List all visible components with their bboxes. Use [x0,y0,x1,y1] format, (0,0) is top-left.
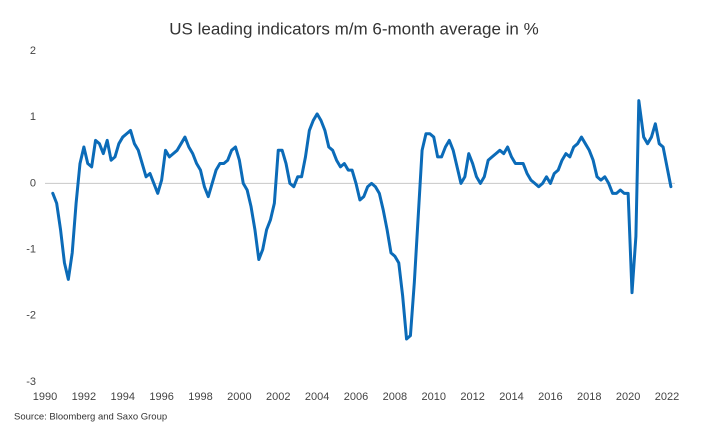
x-tick-label: 1994 [111,391,135,403]
y-tick-label: -1 [26,244,36,256]
y-tick-label: 2 [30,45,36,57]
x-tick-label: 2012 [460,391,484,403]
x-tick-label: 1990 [33,391,57,403]
x-tick-label: 2022 [655,391,679,403]
x-tick-label: 2006 [344,391,368,403]
x-tick-label: 1998 [188,391,212,403]
source: Source: Bloomberg and Saxo Group [14,412,167,423]
y-tick-label: -2 [26,310,36,322]
x-tick-label: 2002 [266,391,290,403]
x-tick-label: 2018 [577,391,601,403]
x-tick-label: 2010 [422,391,446,403]
y-tick-label: 0 [30,177,36,189]
x-tick-label: 2020 [616,391,640,403]
x-tick-label: 1996 [149,391,173,403]
y-tick-label: 1 [30,111,36,123]
x-tick-label: 1992 [72,391,96,403]
chart-title: US leading indicators m/m 6-month averag… [169,19,538,38]
x-tick-label: 2016 [538,391,562,403]
x-tick-label: 2004 [305,391,329,403]
line-series [51,99,673,341]
x-tick-label: 2008 [383,391,407,403]
x-tick-label: 2000 [227,391,251,403]
y-tick-label: -3 [26,376,36,388]
x-tick-label: 2014 [499,391,523,403]
